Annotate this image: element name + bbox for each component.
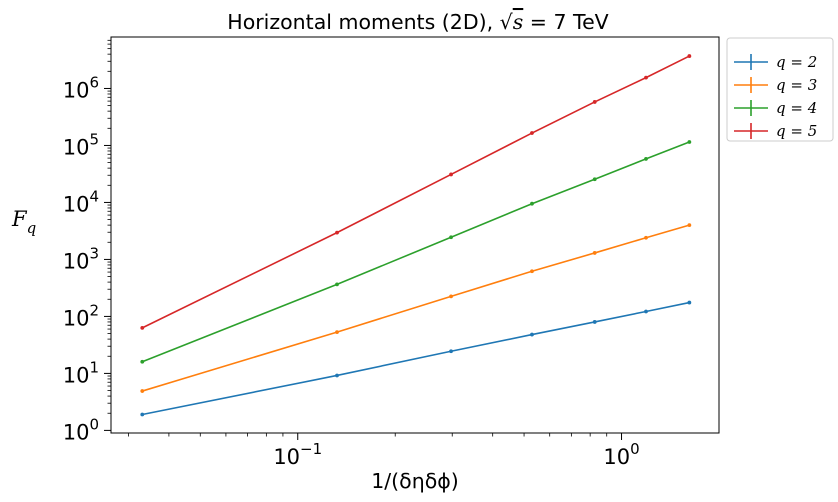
- data-point: [449, 349, 453, 354]
- plot-frame: [110, 36, 720, 434]
- y-tick-label: 105: [63, 130, 99, 159]
- data-point: [592, 100, 597, 104]
- y-tick-label: 104: [63, 187, 99, 216]
- series-q4: [140, 140, 692, 364]
- sqrt-symbol: √: [500, 10, 514, 34]
- data-point: [449, 172, 453, 177]
- legend-entry: q = 4: [734, 99, 817, 117]
- data-point: [644, 157, 648, 161]
- legend: q = 2 q = 3 q = 4 q = 5: [726, 37, 834, 142]
- data-point: [687, 140, 692, 144]
- legend-label: q = 4: [776, 99, 817, 117]
- data-point: [592, 251, 597, 255]
- legend-entry: q = 3: [734, 76, 817, 94]
- data-point: [140, 359, 145, 364]
- series-line: [142, 224, 690, 392]
- data-point: [530, 131, 534, 135]
- chart-title: Horizontal moments (2D), √s = 7 TeV: [227, 10, 608, 34]
- data-point: [335, 230, 339, 235]
- data-point: [687, 300, 692, 305]
- x-minor-ticks: [128, 433, 608, 437]
- legend-entry: q = 2: [734, 53, 817, 71]
- legend-box: [726, 37, 834, 142]
- legend-entry: q = 5: [734, 122, 817, 140]
- data-point: [592, 320, 597, 324]
- series-line: [142, 301, 690, 416]
- data-point: [335, 330, 339, 335]
- x-tick-label: 100: [603, 440, 639, 469]
- y-tick-label: 102: [63, 301, 99, 330]
- legend-label: q = 5: [776, 122, 817, 140]
- y-major-ticks: 100 101 102 103 104 105 106: [63, 73, 111, 444]
- x-major-ticks: 10−1 100: [273, 433, 640, 469]
- data-point: [449, 235, 453, 240]
- series-q2: [140, 300, 692, 417]
- series-q3: [140, 223, 692, 393]
- data-point: [140, 325, 145, 330]
- series-line: [141, 55, 690, 329]
- legend-label: q = 3: [776, 76, 817, 94]
- data-point: [592, 177, 597, 182]
- series-q5: [140, 54, 692, 330]
- y-tick-label: 106: [63, 73, 99, 102]
- series-line: [141, 141, 690, 363]
- x-axis-label: 1/(δηδϕ): [371, 469, 459, 493]
- sqrt-variable: s: [513, 10, 524, 34]
- data-point: [530, 269, 534, 274]
- legend-label: q = 2: [776, 53, 817, 71]
- series-layer: [140, 54, 692, 417]
- data-point: [140, 412, 145, 417]
- data-point: [530, 201, 534, 206]
- y-minor-ticks: [107, 39, 111, 414]
- data-point: [449, 294, 453, 299]
- y-tick-label: 103: [63, 244, 99, 273]
- data-point: [335, 282, 339, 287]
- y-tick-label: 101: [63, 358, 99, 387]
- data-point: [530, 332, 534, 337]
- data-point: [644, 235, 648, 240]
- data-point: [644, 309, 648, 314]
- y-tick-label: 100: [63, 415, 99, 444]
- data-point: [335, 373, 339, 378]
- data-point: [687, 54, 692, 58]
- x-tick-label: 10−1: [273, 440, 322, 469]
- data-point: [140, 389, 145, 393]
- y-axis-label: Fq: [11, 207, 36, 237]
- data-point: [644, 75, 648, 80]
- data-point: [687, 223, 692, 228]
